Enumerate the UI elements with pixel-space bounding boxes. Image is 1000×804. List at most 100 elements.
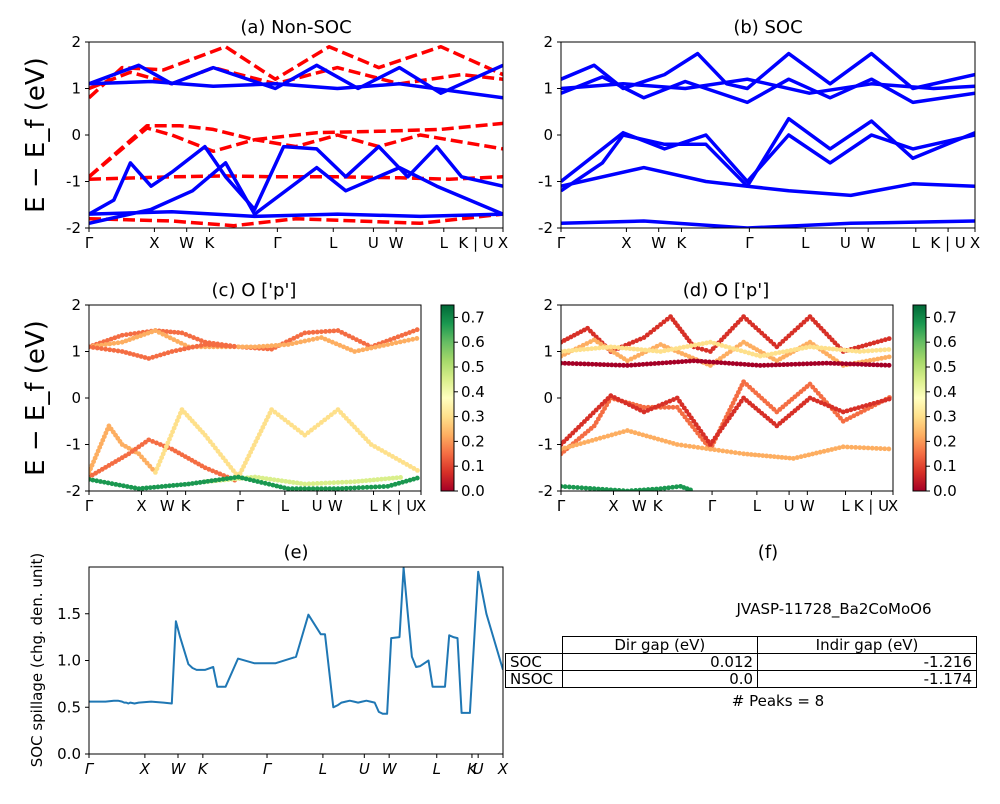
band-point <box>375 477 380 482</box>
band-point <box>775 454 781 460</box>
band-point <box>332 409 338 415</box>
band-point <box>213 470 219 475</box>
band-point <box>581 346 587 352</box>
band-point <box>612 344 618 350</box>
band-point <box>331 480 337 486</box>
band-point <box>626 341 632 347</box>
band-point <box>869 445 875 451</box>
colorbar-tick-label: 0.0 <box>461 482 485 500</box>
band-line <box>561 77 975 95</box>
band-point <box>670 441 676 446</box>
band-point <box>630 404 636 409</box>
band-point <box>302 481 308 487</box>
band-point <box>773 362 779 368</box>
band-point <box>637 407 643 413</box>
panel-f-footer: # Peaks = 8 <box>732 692 824 710</box>
band-point <box>348 347 354 353</box>
band-point <box>269 407 274 413</box>
band-point <box>195 336 200 342</box>
band-point <box>818 394 824 399</box>
band-point <box>811 344 817 350</box>
band-point <box>186 481 192 487</box>
band-point <box>628 429 634 435</box>
band-point <box>651 435 657 441</box>
x-tick-label: U <box>784 497 795 515</box>
y-tick-label: 0.0 <box>57 745 81 763</box>
band-point <box>716 447 722 453</box>
band-point <box>792 361 798 367</box>
band-point <box>241 464 247 469</box>
x-tick-label: X <box>888 497 898 515</box>
band-point <box>186 345 192 351</box>
colorbar-tick-label: 0.3 <box>461 408 485 426</box>
band-point <box>335 486 341 491</box>
band-point <box>385 342 391 347</box>
band-point <box>123 332 129 338</box>
band-point <box>761 362 767 368</box>
band-point <box>827 353 833 359</box>
band-point <box>103 430 109 436</box>
band-point <box>662 348 667 354</box>
band-point <box>319 335 324 340</box>
band-point <box>699 346 705 352</box>
band-point <box>319 329 324 335</box>
colorbar-tick-label: 0.2 <box>933 432 957 450</box>
band-point <box>109 481 115 487</box>
band-point <box>138 354 144 359</box>
band-point <box>157 352 163 358</box>
band-point <box>98 441 104 447</box>
band-point <box>90 345 96 350</box>
band-point <box>771 454 777 460</box>
x-tick-label: X <box>136 497 146 515</box>
band-point <box>742 361 747 367</box>
gap-table-header-indir: Indir gap (eV) <box>757 636 977 654</box>
band-point <box>732 397 738 402</box>
band-point <box>146 356 152 361</box>
band-point <box>97 444 103 450</box>
gap-table-cell: -1.216 <box>757 653 977 671</box>
band-point <box>826 346 832 352</box>
band-point <box>608 393 614 399</box>
band-point <box>206 466 212 472</box>
band-point <box>285 420 291 425</box>
band-point <box>153 328 158 333</box>
y-tick-label: 1.0 <box>57 652 81 670</box>
band-point <box>817 449 823 455</box>
band-point <box>368 442 374 447</box>
band-point <box>840 418 846 424</box>
band-point <box>131 352 136 357</box>
band-point <box>781 362 787 368</box>
band-point <box>621 362 626 368</box>
band-point <box>160 451 166 457</box>
band-point <box>722 360 728 366</box>
band-point <box>141 332 147 337</box>
band-point <box>344 346 350 351</box>
band-point <box>400 460 406 465</box>
title-b: (b) SOC <box>733 17 802 38</box>
band-point <box>270 482 276 488</box>
band-point <box>128 331 133 337</box>
band-point <box>670 404 676 410</box>
band-point <box>267 476 273 482</box>
band-point <box>671 359 677 365</box>
band-point <box>815 345 821 350</box>
x-tick-label: U <box>312 497 323 515</box>
y-tick-label: 0 <box>71 126 81 144</box>
band-point <box>608 344 614 350</box>
band-point <box>285 342 291 347</box>
band-point <box>279 478 285 484</box>
band-point <box>262 480 268 486</box>
band-point <box>760 453 766 458</box>
gap-table-label-soc: SOC <box>505 653 563 671</box>
plot-area-b <box>561 51 975 228</box>
band-point <box>641 404 647 410</box>
band-point <box>252 344 258 350</box>
band-point <box>746 362 751 368</box>
band-point <box>397 339 403 345</box>
band-point <box>400 479 405 485</box>
band-point <box>274 483 280 489</box>
band-point <box>700 341 706 347</box>
band-point <box>777 362 783 368</box>
band-point <box>829 404 835 410</box>
